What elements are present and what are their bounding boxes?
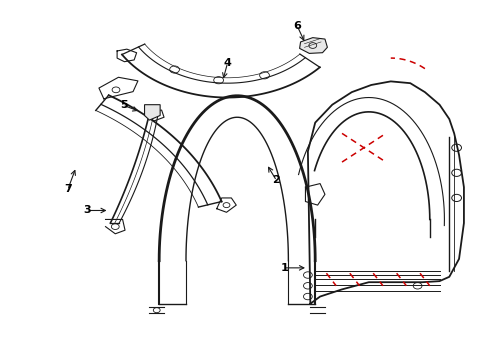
Text: 5: 5 [120, 100, 127, 111]
Text: 7: 7 [64, 184, 72, 194]
Polygon shape [299, 38, 327, 53]
Text: 2: 2 [272, 175, 280, 185]
Text: 3: 3 [83, 206, 91, 216]
Text: 6: 6 [293, 21, 301, 31]
Polygon shape [144, 105, 160, 120]
Text: 1: 1 [280, 263, 288, 273]
Text: 4: 4 [223, 58, 231, 68]
